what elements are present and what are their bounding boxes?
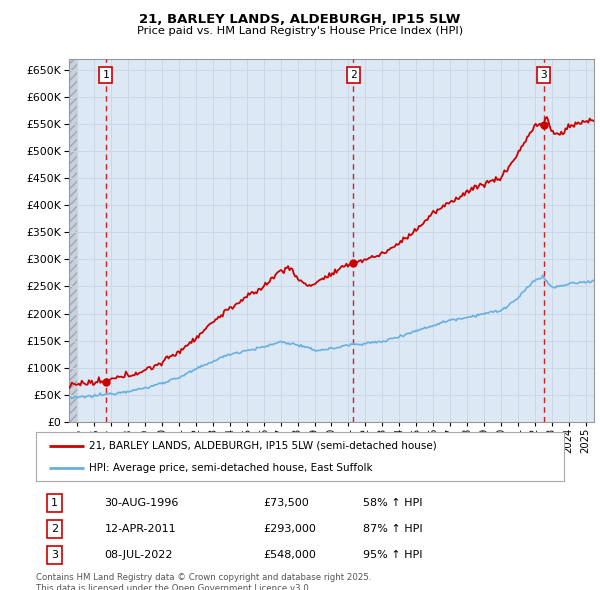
Text: Price paid vs. HM Land Registry's House Price Index (HPI): Price paid vs. HM Land Registry's House … — [137, 26, 463, 36]
Text: 95% ↑ HPI: 95% ↑ HPI — [364, 550, 423, 560]
Text: 3: 3 — [540, 70, 547, 80]
Text: 2: 2 — [51, 524, 58, 534]
Text: £73,500: £73,500 — [263, 498, 309, 507]
Text: 30-AUG-1996: 30-AUG-1996 — [104, 498, 179, 507]
Text: 1: 1 — [102, 70, 109, 80]
Text: Contains HM Land Registry data © Crown copyright and database right 2025.
This d: Contains HM Land Registry data © Crown c… — [36, 573, 371, 590]
Text: 21, BARLEY LANDS, ALDEBURGH, IP15 5LW (semi-detached house): 21, BARLEY LANDS, ALDEBURGH, IP15 5LW (s… — [89, 441, 437, 451]
Text: 21, BARLEY LANDS, ALDEBURGH, IP15 5LW: 21, BARLEY LANDS, ALDEBURGH, IP15 5LW — [139, 13, 461, 26]
Bar — [69, 59, 77, 422]
Bar — [69, 59, 77, 422]
Text: 08-JUL-2022: 08-JUL-2022 — [104, 550, 173, 560]
Text: HPI: Average price, semi-detached house, East Suffolk: HPI: Average price, semi-detached house,… — [89, 463, 373, 473]
Text: 12-APR-2011: 12-APR-2011 — [104, 524, 176, 534]
Text: 3: 3 — [51, 550, 58, 560]
Text: 87% ↑ HPI: 87% ↑ HPI — [364, 524, 423, 534]
Text: 2: 2 — [350, 70, 356, 80]
Text: £293,000: £293,000 — [263, 524, 316, 534]
Text: £548,000: £548,000 — [263, 550, 316, 560]
Text: 58% ↑ HPI: 58% ↑ HPI — [364, 498, 423, 507]
Text: 1: 1 — [51, 498, 58, 507]
